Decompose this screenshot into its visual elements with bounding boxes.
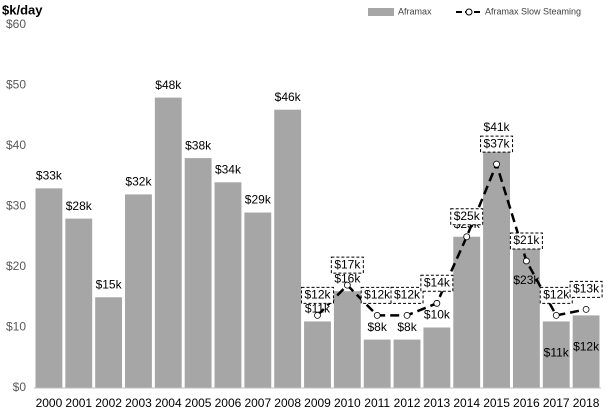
x-tick-label: 2016	[513, 396, 540, 410]
bar-value-label: $10k	[424, 308, 451, 322]
bar-value-label: $32k	[125, 175, 152, 189]
bar	[423, 327, 451, 388]
line-label-box	[301, 286, 334, 304]
legend-swatch	[368, 8, 394, 16]
line-value-label: $25k	[454, 209, 481, 223]
bar-value-label: $23k	[513, 273, 540, 287]
line-label-box	[390, 286, 424, 304]
x-tick-label: 2007	[244, 396, 271, 410]
line-value-label: $14k	[424, 275, 451, 289]
bar	[95, 297, 123, 388]
bar	[363, 339, 391, 388]
bar-value-label: $46k	[275, 90, 302, 104]
line-value-label: $17k	[334, 257, 361, 271]
bar	[453, 236, 481, 388]
x-tick-label: 2009	[304, 396, 331, 410]
x-tick-label: 2018	[573, 396, 600, 410]
line-label-box	[480, 135, 514, 153]
x-tick-label: 2008	[274, 396, 301, 410]
x-tick-label: 2012	[394, 396, 421, 410]
y-tick-label: $10	[6, 320, 26, 334]
bar-value-label: $48k	[155, 78, 182, 92]
x-tick-label: 2005	[185, 396, 212, 410]
bar	[274, 109, 302, 388]
y-tick-label: $20	[6, 259, 26, 273]
bar-value-label: $38k	[185, 138, 212, 152]
line-value-label: $13k	[573, 282, 600, 296]
bar	[65, 218, 93, 388]
line-marker	[403, 311, 411, 319]
bar	[154, 97, 182, 388]
x-tick-label: 2000	[36, 396, 63, 410]
bar	[483, 139, 510, 388]
y-tick-label: $0	[13, 380, 27, 394]
x-tick-label: 2006	[215, 396, 242, 410]
x-tick-label: 2014	[453, 396, 480, 410]
legend-label: Aframax Slow Steaming	[485, 6, 581, 16]
y-tick-label: $30	[6, 199, 26, 213]
line-value-label: $12k	[543, 288, 570, 302]
bar	[572, 315, 600, 388]
line-label-box	[509, 232, 543, 250]
line-marker	[522, 257, 530, 265]
line-marker	[493, 160, 500, 168]
bar-value-label: $16k	[334, 271, 361, 285]
bar	[333, 291, 361, 388]
bar	[512, 248, 540, 388]
bar-value-label: $12k	[573, 340, 600, 354]
line-label-box	[330, 256, 364, 274]
line-marker	[433, 299, 441, 307]
x-tick-label: 2013	[424, 396, 451, 410]
line-marker	[552, 311, 560, 319]
bar-value-label: $41k	[484, 120, 511, 134]
x-tick-label: 2001	[65, 396, 92, 410]
legend-marker	[465, 8, 473, 16]
line-label-box	[420, 274, 454, 292]
line-value-label: $37k	[484, 136, 511, 150]
line-value-label: $21k	[513, 233, 540, 247]
line-label-box	[450, 208, 484, 226]
bar-value-label: $15k	[96, 277, 123, 291]
line-value-label: $12k	[394, 288, 421, 302]
bar-value-label: $29k	[245, 193, 272, 207]
x-tick-label: 2002	[95, 396, 122, 410]
x-tick-label: 2003	[125, 396, 152, 410]
bar	[35, 188, 63, 388]
line-marker	[314, 311, 321, 319]
y-tick-label: $50	[6, 78, 26, 92]
legend-label: Aframax	[398, 6, 432, 16]
bar	[125, 194, 152, 388]
y-tick-label: $40	[6, 138, 26, 152]
bar	[542, 321, 570, 388]
x-tick-label: 2015	[483, 396, 510, 410]
y-tick-label: $60	[6, 17, 26, 31]
bar	[184, 158, 212, 388]
bar-value-label: $8k	[368, 320, 388, 334]
line-marker	[343, 281, 351, 289]
line-value-label: $12k	[364, 288, 391, 302]
bar-value-label: $11k	[544, 346, 570, 360]
bar-value-label: $8k	[397, 320, 417, 334]
bar	[214, 182, 242, 388]
bar-value-label: $34k	[215, 162, 242, 176]
bar-value-label: $33k	[36, 169, 63, 183]
y-axis-label: $k/day	[2, 2, 43, 17]
bar-value-label: $11k	[305, 302, 331, 316]
x-tick-label: 2011	[364, 396, 390, 410]
line-label-box	[569, 280, 603, 298]
bar	[393, 339, 421, 388]
line-marker	[373, 311, 381, 319]
x-tick-label: 2017	[543, 396, 570, 410]
line-marker	[463, 233, 471, 241]
x-tick-label: 2010	[334, 396, 361, 410]
line-value-label: $12k	[304, 288, 331, 302]
bar	[304, 321, 331, 388]
bar	[244, 212, 272, 388]
x-tick-label: 2004	[155, 396, 182, 410]
bar-value-label: $28k	[66, 199, 93, 213]
line-marker	[582, 305, 590, 313]
